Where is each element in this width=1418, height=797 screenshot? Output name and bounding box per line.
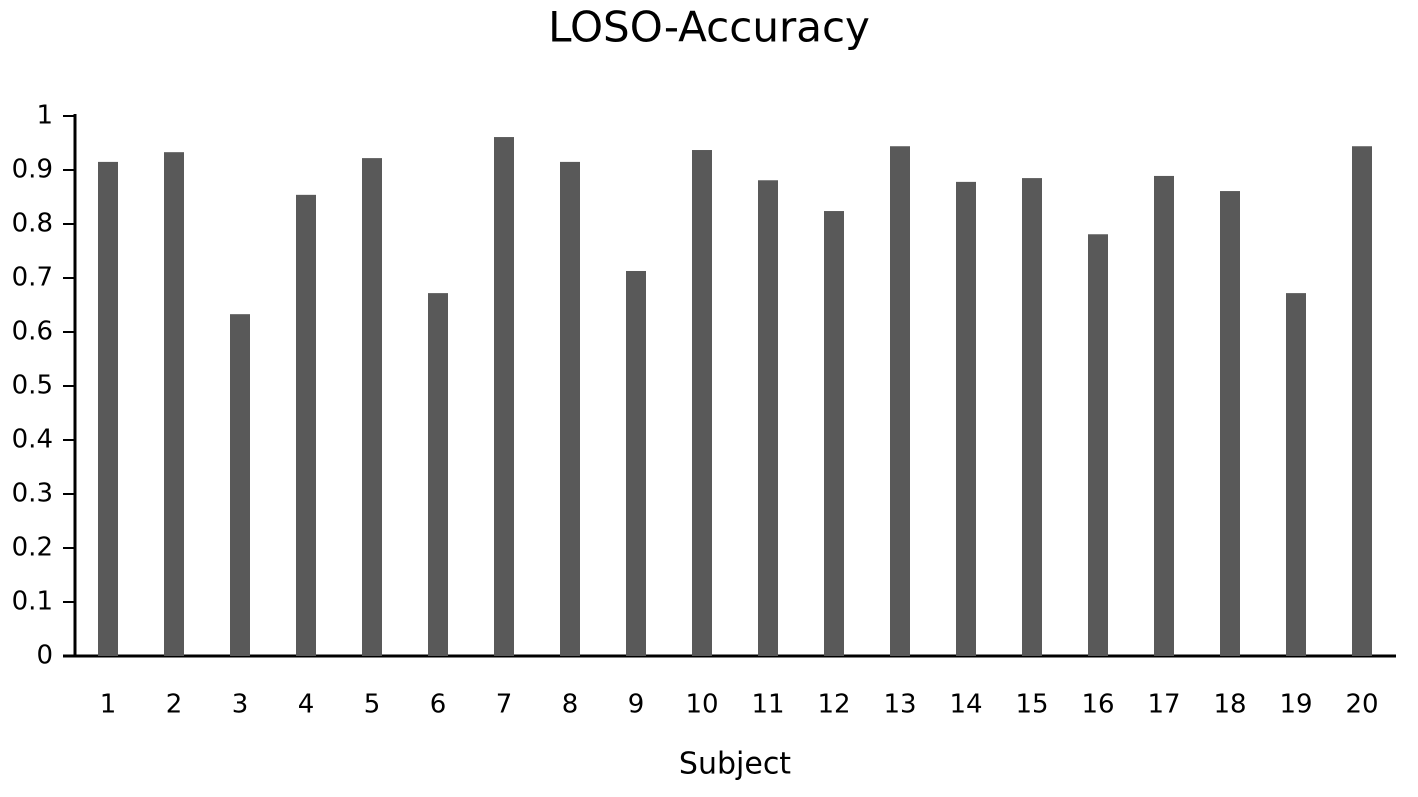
x-tick-label: 20: [1345, 690, 1378, 720]
x-tick-label: 6: [430, 690, 447, 720]
x-tick-label: 12: [817, 690, 850, 720]
y-tick-label: 0.3: [12, 479, 53, 509]
bar: [1220, 191, 1240, 656]
bar: [296, 194, 316, 656]
bar: [1286, 293, 1306, 656]
x-tick-label: 10: [685, 690, 718, 720]
y-tick-label: 0.1: [12, 587, 53, 617]
bar: [1154, 175, 1174, 656]
y-tick-label: 0: [36, 641, 53, 671]
x-tick-label: 11: [751, 690, 784, 720]
bar: [1088, 234, 1108, 656]
chart-title: LOSO-Accuracy: [548, 3, 870, 52]
x-tick-label: 18: [1213, 690, 1246, 720]
bar: [230, 314, 250, 656]
bar: [758, 180, 778, 656]
x-tick-label: 9: [628, 690, 645, 720]
bar: [428, 293, 448, 656]
bar: [692, 150, 712, 656]
bar: [626, 270, 646, 656]
x-axis-label: Subject: [679, 747, 791, 782]
bar: [1022, 178, 1042, 656]
x-tick-label: 4: [298, 690, 315, 720]
y-tick-label: 1: [36, 101, 53, 131]
y-tick-label: 0.6: [12, 317, 53, 347]
x-tick-label: 19: [1279, 690, 1312, 720]
y-tick-label: 0.8: [12, 209, 53, 239]
x-tick-label: 13: [883, 690, 916, 720]
x-tick-label: 15: [1015, 690, 1048, 720]
bar: [98, 161, 118, 656]
x-tick-label: 17: [1147, 690, 1180, 720]
bar: [824, 211, 844, 657]
y-tick-label: 0.9: [12, 155, 53, 185]
x-tick-label: 1: [100, 690, 117, 720]
x-tick-label: 3: [232, 690, 249, 720]
y-tick-label: 0.5: [12, 371, 53, 401]
x-tick-label: 8: [562, 690, 579, 720]
bar: [1352, 146, 1372, 657]
y-tick-label: 0.7: [12, 263, 53, 293]
bar: [560, 161, 580, 656]
x-tick-label: 16: [1081, 690, 1114, 720]
y-tick-label: 0.2: [12, 533, 53, 563]
x-tick-label: 14: [949, 690, 982, 720]
bar: [890, 146, 910, 657]
x-tick-label: 5: [364, 690, 381, 720]
x-tick-label: 2: [166, 690, 183, 720]
bar: [494, 137, 514, 656]
y-tick-label: 0.4: [12, 425, 53, 455]
x-tick-label: 7: [496, 690, 513, 720]
bar: [164, 152, 184, 656]
bar: [362, 158, 382, 656]
bar: [956, 181, 976, 656]
